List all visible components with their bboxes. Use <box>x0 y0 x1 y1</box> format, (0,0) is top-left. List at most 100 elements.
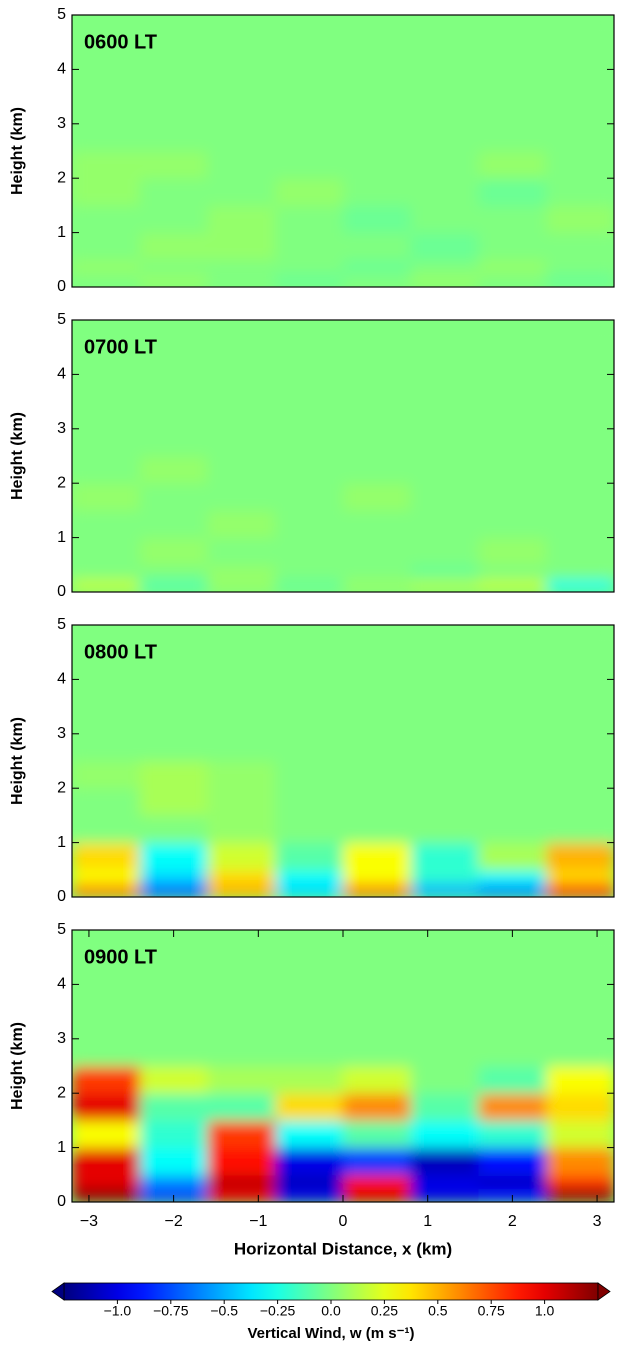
heatmap-cell <box>343 273 412 287</box>
heatmap-cell <box>546 869 614 884</box>
heatmap-cell <box>410 578 479 592</box>
heatmap-cell <box>546 1093 614 1121</box>
y-tick-label: 2 <box>57 169 66 186</box>
heatmap-cell <box>139 869 208 884</box>
heatmap-cell <box>343 1066 412 1094</box>
y-tick-label: 2 <box>57 474 66 491</box>
heatmap-cell <box>139 1093 208 1121</box>
x-tick-label: −1 <box>249 1213 267 1230</box>
heatmap-cell <box>72 15 141 152</box>
heatmap-cell <box>410 883 479 897</box>
heatmap-cell <box>546 259 614 274</box>
y-tick-label: 3 <box>57 725 66 742</box>
panel-label: 0800 LT <box>84 641 157 663</box>
heatmap-cell <box>546 483 614 511</box>
y-tick-label: 0 <box>57 888 66 905</box>
heatmap-cell <box>275 1093 344 1121</box>
heatmap-cell <box>410 1147 479 1176</box>
heatmap-cell <box>478 761 547 789</box>
y-tick-label: 5 <box>57 921 66 938</box>
y-tick-label: 0 <box>57 278 66 295</box>
heatmap-cell <box>72 178 141 206</box>
heatmap-cell <box>275 205 344 234</box>
heatmap-cell <box>139 205 208 234</box>
heatmap-cell <box>546 1174 614 1189</box>
x-axis-label: Horizontal Distance, x (km) <box>234 1239 452 1258</box>
heatmap-cell <box>343 15 412 152</box>
heatmap-cell <box>275 788 344 816</box>
heatmap-cell <box>275 578 344 592</box>
heatmap-cell <box>478 1174 547 1189</box>
heatmap-cell <box>275 883 344 897</box>
heatmap-cell <box>546 15 614 152</box>
heatmap-cell <box>546 788 614 816</box>
colorbar-extend-low <box>51 1282 65 1301</box>
heatmap-cell <box>410 930 479 1067</box>
heatmap-cell <box>410 456 479 484</box>
heatmap-cell <box>139 259 208 274</box>
heatmap-cell <box>207 151 276 179</box>
heatmap-cell <box>275 869 344 884</box>
y-tick-label: 1 <box>57 834 66 851</box>
field <box>72 320 614 592</box>
heatmap-cell <box>546 178 614 206</box>
heatmap-cell <box>275 456 344 484</box>
heatmap-cell <box>275 537 344 566</box>
heatmap-cell <box>207 564 276 579</box>
heatmap-cell <box>410 788 479 816</box>
y-tick-label: 1 <box>57 529 66 546</box>
heatmap-cell <box>343 1093 412 1121</box>
heatmap-cell <box>343 930 412 1067</box>
heatmap-cell <box>410 178 479 206</box>
heatmap-cell <box>410 1188 479 1202</box>
colorbar-tick-label: 1.0 <box>535 1303 555 1319</box>
heatmap-cell <box>139 1120 208 1149</box>
heatmap-cell <box>139 151 208 179</box>
heatmap-cell <box>275 1066 344 1094</box>
heatmap-cell <box>207 273 276 287</box>
heatmap-cell <box>207 815 276 844</box>
heatmap-cell <box>410 869 479 884</box>
heatmap-cell <box>343 456 412 484</box>
x-tick-label: 3 <box>593 1213 602 1230</box>
heatmap-cell <box>478 483 547 511</box>
heatmap-cell <box>139 842 208 871</box>
heatmap-cell <box>139 456 208 484</box>
heatmap-cell <box>139 930 208 1067</box>
heatmap-cell <box>139 788 208 816</box>
y-tick-label: 5 <box>57 6 66 23</box>
heatmap-cell <box>207 625 276 762</box>
heatmap-cell <box>410 842 479 871</box>
heatmap-cell <box>72 815 141 844</box>
colorbar-tick-label: −1.0 <box>104 1303 132 1319</box>
heatmap-cell <box>546 564 614 579</box>
heatmap-cell <box>72 273 141 287</box>
heatmap-cell <box>546 883 614 897</box>
heatmap-cell <box>275 1147 344 1176</box>
colorbar-tick-label: 0.75 <box>478 1303 505 1319</box>
heatmap-cell <box>139 510 208 539</box>
heatmap-cell <box>343 842 412 871</box>
heatmap-cell <box>72 842 141 871</box>
y-axis-label: Height (km) <box>9 412 26 500</box>
heatmap-cell <box>72 1093 141 1121</box>
heatmap-cell <box>72 788 141 816</box>
heatmap-cell <box>410 537 479 566</box>
heatmap-cell <box>478 625 547 762</box>
heatmap-cell <box>478 815 547 844</box>
heatmap-cell <box>275 151 344 179</box>
heatmap-cell <box>139 537 208 566</box>
heatmap-cell <box>207 15 276 152</box>
y-tick-label: 4 <box>57 61 66 78</box>
heatmap-cell <box>478 1093 547 1121</box>
heatmap-cell <box>546 151 614 179</box>
heatmap-cell <box>343 259 412 274</box>
heatmap-cell <box>207 205 276 234</box>
heatmap-cell <box>410 625 479 762</box>
field <box>72 15 614 287</box>
heatmap-cell <box>275 178 344 206</box>
heatmap-cell <box>72 625 141 762</box>
heatmap-cell <box>207 456 276 484</box>
heatmap-cell <box>139 564 208 579</box>
heatmap-cell <box>275 564 344 579</box>
